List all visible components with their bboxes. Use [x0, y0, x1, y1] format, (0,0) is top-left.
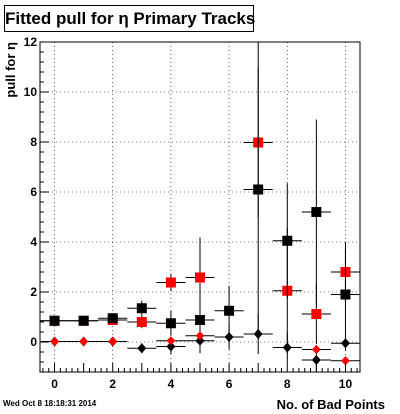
data-point-square [282, 235, 293, 246]
x-tick-label: 10 [339, 377, 353, 391]
data-point-diamond [253, 329, 263, 339]
chart-title: Fitted pull for η Primary Tracks [5, 9, 256, 28]
data-point-square [253, 184, 264, 195]
data-point-marker [50, 337, 60, 346]
data-point-square [78, 315, 89, 326]
data-point-square [136, 303, 147, 314]
data-point-marker [195, 331, 205, 341]
y-tick-label: 0 [30, 335, 37, 349]
data-point-square [165, 277, 176, 288]
data-point-square [195, 272, 205, 283]
y-axis-label: pull for η [3, 42, 18, 98]
x-tick-label: 6 [226, 377, 233, 391]
axes: 0 2 4 6 8 10 0 2 4 6 8 10 12 [24, 35, 358, 391]
data-point-square [136, 317, 147, 327]
y-tick-label: 12 [24, 35, 38, 49]
footer-timestamp: Wed Oct 8 18:18:31 2014 [3, 399, 97, 408]
x-tick-label: 0 [51, 377, 58, 391]
data-point-square [311, 309, 322, 319]
data-point-marker [79, 337, 89, 346]
data-point-diamond [137, 343, 147, 354]
data-point-square [195, 315, 205, 325]
data-point-square [340, 289, 351, 300]
data-point-marker [311, 345, 321, 354]
x-axis-label: No. of Bad Points [277, 397, 385, 412]
data-point-square [311, 207, 322, 217]
y-tick-label: 10 [24, 85, 38, 99]
x-tick-label: 8 [284, 377, 291, 391]
y-tick-label: 6 [30, 185, 37, 199]
data-point-diamond [224, 332, 234, 342]
title-box: Fitted pull for η Primary Tracks [4, 5, 256, 32]
y-tick-label: 8 [30, 135, 37, 149]
data-point-diamond [166, 341, 176, 352]
data-point-diamond [340, 338, 350, 349]
data-point-square [224, 305, 235, 316]
data-point-square [165, 318, 176, 329]
data-point-marker [166, 336, 176, 346]
series-3 [40, 330, 360, 366]
y-tick-label: 2 [30, 285, 37, 299]
data-point-marker [108, 337, 118, 346]
x-tick-label: 4 [168, 377, 175, 391]
y-tick-label: 4 [30, 235, 37, 249]
data-point-diamond [311, 355, 321, 365]
data-point-square [49, 315, 60, 326]
data-point-marker [340, 356, 350, 366]
data-point-diamond [282, 342, 292, 353]
data-point-square [107, 313, 118, 324]
data-layer [40, 42, 360, 372]
x-tick-label: 2 [109, 377, 116, 391]
